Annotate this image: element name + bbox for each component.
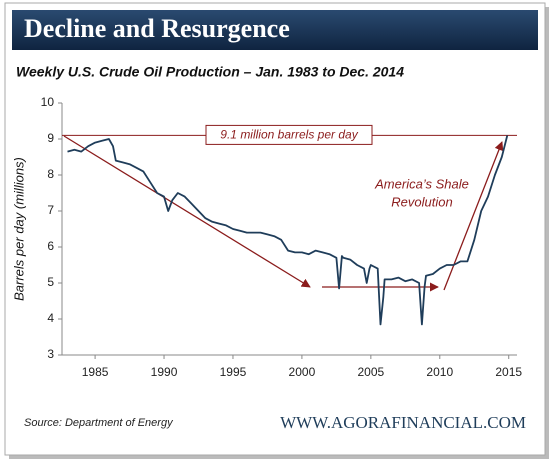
frame xyxy=(4,2,546,456)
annotation-text: Revolution xyxy=(391,194,452,209)
x-tick-label: 2015 xyxy=(495,365,522,379)
x-tick-label: 2005 xyxy=(357,365,384,379)
website: WWW.AGORAFINANCIAL.COM xyxy=(280,413,526,432)
x-tick-label: 2000 xyxy=(289,365,316,379)
y-axis-label: Barrels per day (millions) xyxy=(11,157,26,301)
y-tick-label: 5 xyxy=(47,275,54,289)
annotation-arrow xyxy=(63,135,311,288)
x-tick-label: 2010 xyxy=(426,365,453,379)
chart-title: Decline and Resurgence xyxy=(24,14,290,43)
reference-label: 9.1 million barrels per day xyxy=(220,128,358,142)
y-tick-label: 10 xyxy=(41,95,55,109)
y-tick-label: 8 xyxy=(47,167,54,181)
y-tick-label: 6 xyxy=(47,239,54,253)
title-banner xyxy=(12,10,538,50)
source: Source: Department of Energy xyxy=(24,417,174,429)
x-tick-label: 1995 xyxy=(220,365,247,379)
chart-subtitle: Weekly U.S. Crude Oil Production – Jan. … xyxy=(16,64,404,80)
y-tick-label: 9 xyxy=(47,131,54,145)
reference-label-box xyxy=(205,124,373,145)
x-tick-label: 1985 xyxy=(82,365,109,379)
y-tick-label: 7 xyxy=(47,203,54,217)
annotation-text: America’s Shale xyxy=(374,176,469,191)
y-tick-label: 4 xyxy=(47,311,54,325)
data-line xyxy=(67,135,509,326)
x-tick-label: 1990 xyxy=(151,365,178,379)
y-tick-label: 3 xyxy=(47,347,54,361)
